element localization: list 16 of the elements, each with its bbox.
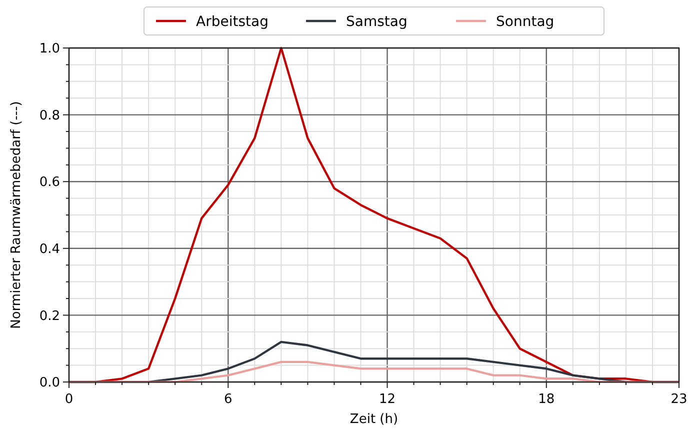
x-tick-label: 6 — [224, 392, 232, 407]
y-tick-label: 0.0 — [39, 376, 60, 391]
x-tick-label: 0 — [64, 392, 74, 407]
y-tick-label: 0.6 — [39, 175, 60, 190]
x-tick-label: 18 — [538, 392, 555, 407]
x-tick-label: 12 — [378, 392, 396, 407]
y-tick-label: 1.0 — [39, 42, 60, 57]
x-tick-label: 23 — [670, 392, 688, 407]
y-tick-label: 0.4 — [39, 242, 60, 257]
x-axis-title: Zeit (h) — [350, 412, 398, 427]
legend-label: Sonntag — [496, 14, 554, 30]
legend-label: Samstag — [346, 14, 408, 30]
y-axis-title: Normierter Raumwärmebedarf (---) — [9, 101, 24, 329]
y-tick-label: 0.2 — [39, 308, 60, 324]
legend-label: Arbeitstag — [196, 14, 268, 30]
y-tick-label: 0.8 — [39, 108, 60, 124]
